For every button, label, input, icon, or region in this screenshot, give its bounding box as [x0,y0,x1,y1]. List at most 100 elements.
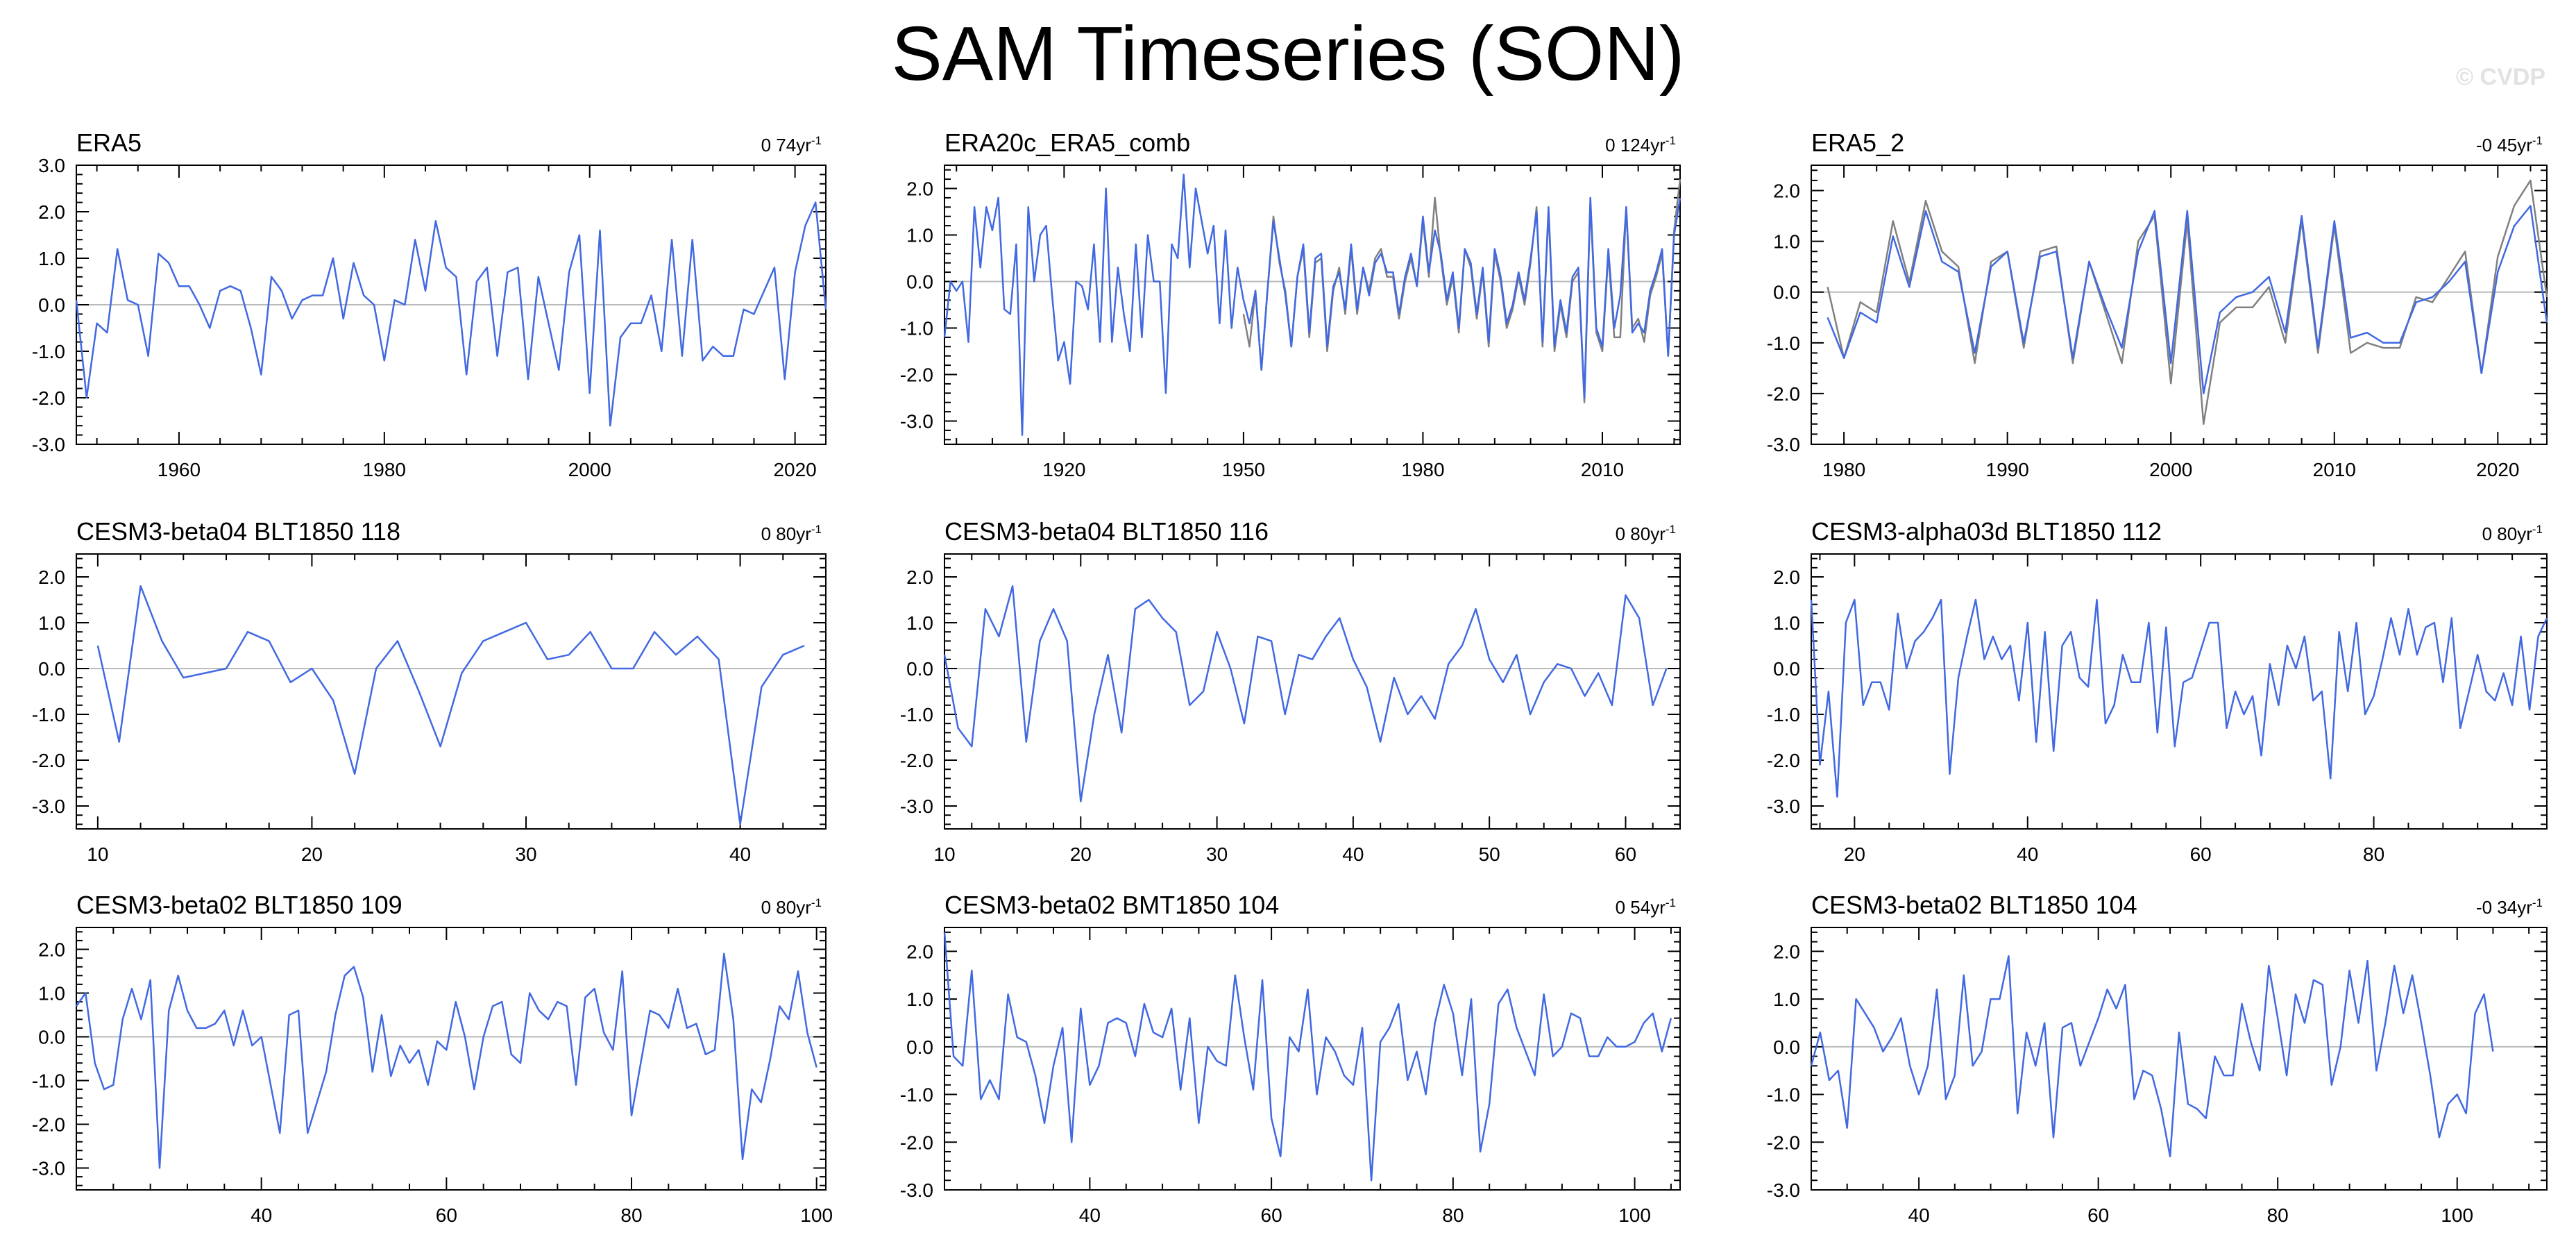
panel-8: CESM3-beta02 BMT1850 104 0 54yr-1 -3.0 -2.0… [900,891,1681,1226]
series-line [96,585,805,825]
trend-label: 0 54yr-1 [1616,896,1676,918]
x-tick-label: 80 [2267,1204,2289,1226]
y-tick-label: 0.0 [38,294,65,316]
series-line [1810,955,2494,1158]
y-tick-label: 0.0 [38,658,65,680]
x-tick-label: 1950 [1222,459,1265,480]
y-tick-label: -3.0 [1767,434,1800,455]
y-tick-label: -2.0 [32,387,65,409]
y-tick-label: 0.0 [906,658,933,680]
x-tick-label: 2000 [2149,459,2192,480]
panel-2: ERA20c_ERA5_comb 0 124yr-1 -3.0 -2.0 -1.0 0.0… [900,128,1681,480]
panel-6: CESM3-alpha03d BLT1850 112 0 80yr-1 -3.0 -2… [1767,517,2548,865]
y-tick-label: 3.0 [38,155,65,176]
panel-title: CESM3-beta02 BMT1850 104 [944,891,1279,919]
y-tick-label: -2.0 [900,1132,933,1153]
trend-label: 0 80yr-1 [2482,523,2543,544]
y-tick-label: -2.0 [1767,383,1800,405]
panel-title: CESM3-beta04 BLT1850 116 [944,517,1269,546]
x-tick-label: 1990 [1986,459,2029,480]
y-tick-label: -2.0 [1767,750,1800,771]
plot-frame [1811,553,2548,830]
panel-title: CESM3-beta02 BLT1850 109 [76,891,402,919]
panel-title: ERA5 [76,128,142,157]
y-tick-label: 2.0 [1773,180,1800,202]
x-tick-label: 40 [1908,1204,1930,1226]
page-title: SAM Timeseries (SON) [891,11,1685,96]
series-line [75,201,827,427]
x-tick-label: 100 [800,1204,833,1226]
x-tick-label: 40 [2017,843,2038,865]
trend-label: 0 80yr-1 [761,896,822,918]
y-tick-label: 1.0 [38,248,65,269]
y-tick-label: -3.0 [900,1179,933,1201]
trend-label: 0 80yr-1 [1616,523,1676,544]
y-tick-label: 0.0 [1773,658,1800,680]
x-tick-label: 30 [515,843,536,865]
panel-3: ERA5_2 -0 45yr-1 -3.0 -2.0 -1.0 0.0 1.0 2.0 1980… [1767,128,2548,480]
y-tick-label: 2.0 [1773,566,1800,588]
y-tick-label: -3.0 [1767,796,1800,817]
series-line [943,932,1672,1182]
panel-title: CESM3-alpha03d BLT1850 112 [1811,517,2162,546]
y-tick-label: -2.0 [32,750,65,771]
x-tick-label: 60 [1615,843,1636,865]
x-tick-label: 20 [1070,843,1092,865]
x-tick-label: 10 [933,843,955,865]
x-tick-label: 40 [251,1204,272,1226]
series-line [943,585,1668,803]
y-tick-label: -3.0 [1767,1179,1800,1201]
x-tick-label: 20 [301,843,323,865]
x-tick-label: 40 [729,843,751,865]
x-tick-label: 40 [1079,1204,1101,1226]
x-tick-label: 40 [1342,843,1364,865]
y-tick-label: 0.0 [906,1036,933,1058]
panel-1: ERA5 0 74yr-1 -3.0 -2.0 -1.0 0.0 1.0 2.0 3.0 1960… [32,128,827,480]
y-tick-label: 1.0 [906,225,933,246]
y-tick-label: -1.0 [32,704,65,725]
y-tick-label: 1.0 [1773,989,1800,1010]
y-tick-label: 1.0 [906,989,933,1010]
y-tick-label: 0.0 [1773,1036,1800,1058]
plot-frame [76,927,827,1191]
x-tick-label: 50 [1479,843,1500,865]
x-tick-label: 2000 [568,459,611,480]
x-tick-label: 10 [87,843,108,865]
trend-label: -0 34yr-1 [2476,896,2543,918]
panel-5: CESM3-beta04 BLT1850 116 0 80yr-1 -3.0 -2.0… [900,517,1681,865]
x-tick-label: 80 [2363,843,2384,865]
trend-label: 0 74yr-1 [761,134,822,156]
x-tick-label: 60 [2087,1204,2109,1226]
series-line [1810,598,2548,798]
y-tick-label: -1.0 [900,318,933,339]
x-tick-label: 20 [1844,843,1865,865]
y-tick-label: -1.0 [32,341,65,362]
x-tick-label: 1960 [158,459,201,480]
plot-frame [1811,165,2548,445]
y-tick-label: 0.0 [906,271,933,293]
reference-series-line [1827,179,2548,426]
x-tick-label: 1980 [1401,459,1444,480]
y-tick-label: -3.0 [32,434,65,455]
y-tick-label: 1.0 [38,612,65,634]
trend-label: 0 124yr-1 [1605,134,1676,156]
trend-label: 0 80yr-1 [761,523,822,544]
y-tick-label: 2.0 [38,566,65,588]
y-tick-label: -3.0 [32,1158,65,1179]
y-tick-label: -2.0 [32,1114,65,1136]
plot-frame [944,165,1681,445]
y-tick-label: 2.0 [38,201,65,223]
y-tick-label: 2.0 [906,941,933,962]
y-tick-label: -2.0 [900,364,933,386]
x-tick-label: 100 [2441,1204,2473,1226]
y-tick-label: -1.0 [900,1084,933,1106]
y-tick-label: 1.0 [906,612,933,634]
y-tick-label: -1.0 [32,1070,65,1092]
x-tick-label: 1980 [1822,459,1865,480]
y-tick-label: -2.0 [1767,1132,1800,1153]
x-tick-label: 2010 [1581,459,1624,480]
x-tick-label: 2010 [2313,459,2356,480]
y-tick-label: -1.0 [1767,1084,1800,1106]
x-tick-label: 60 [1261,1204,1282,1226]
